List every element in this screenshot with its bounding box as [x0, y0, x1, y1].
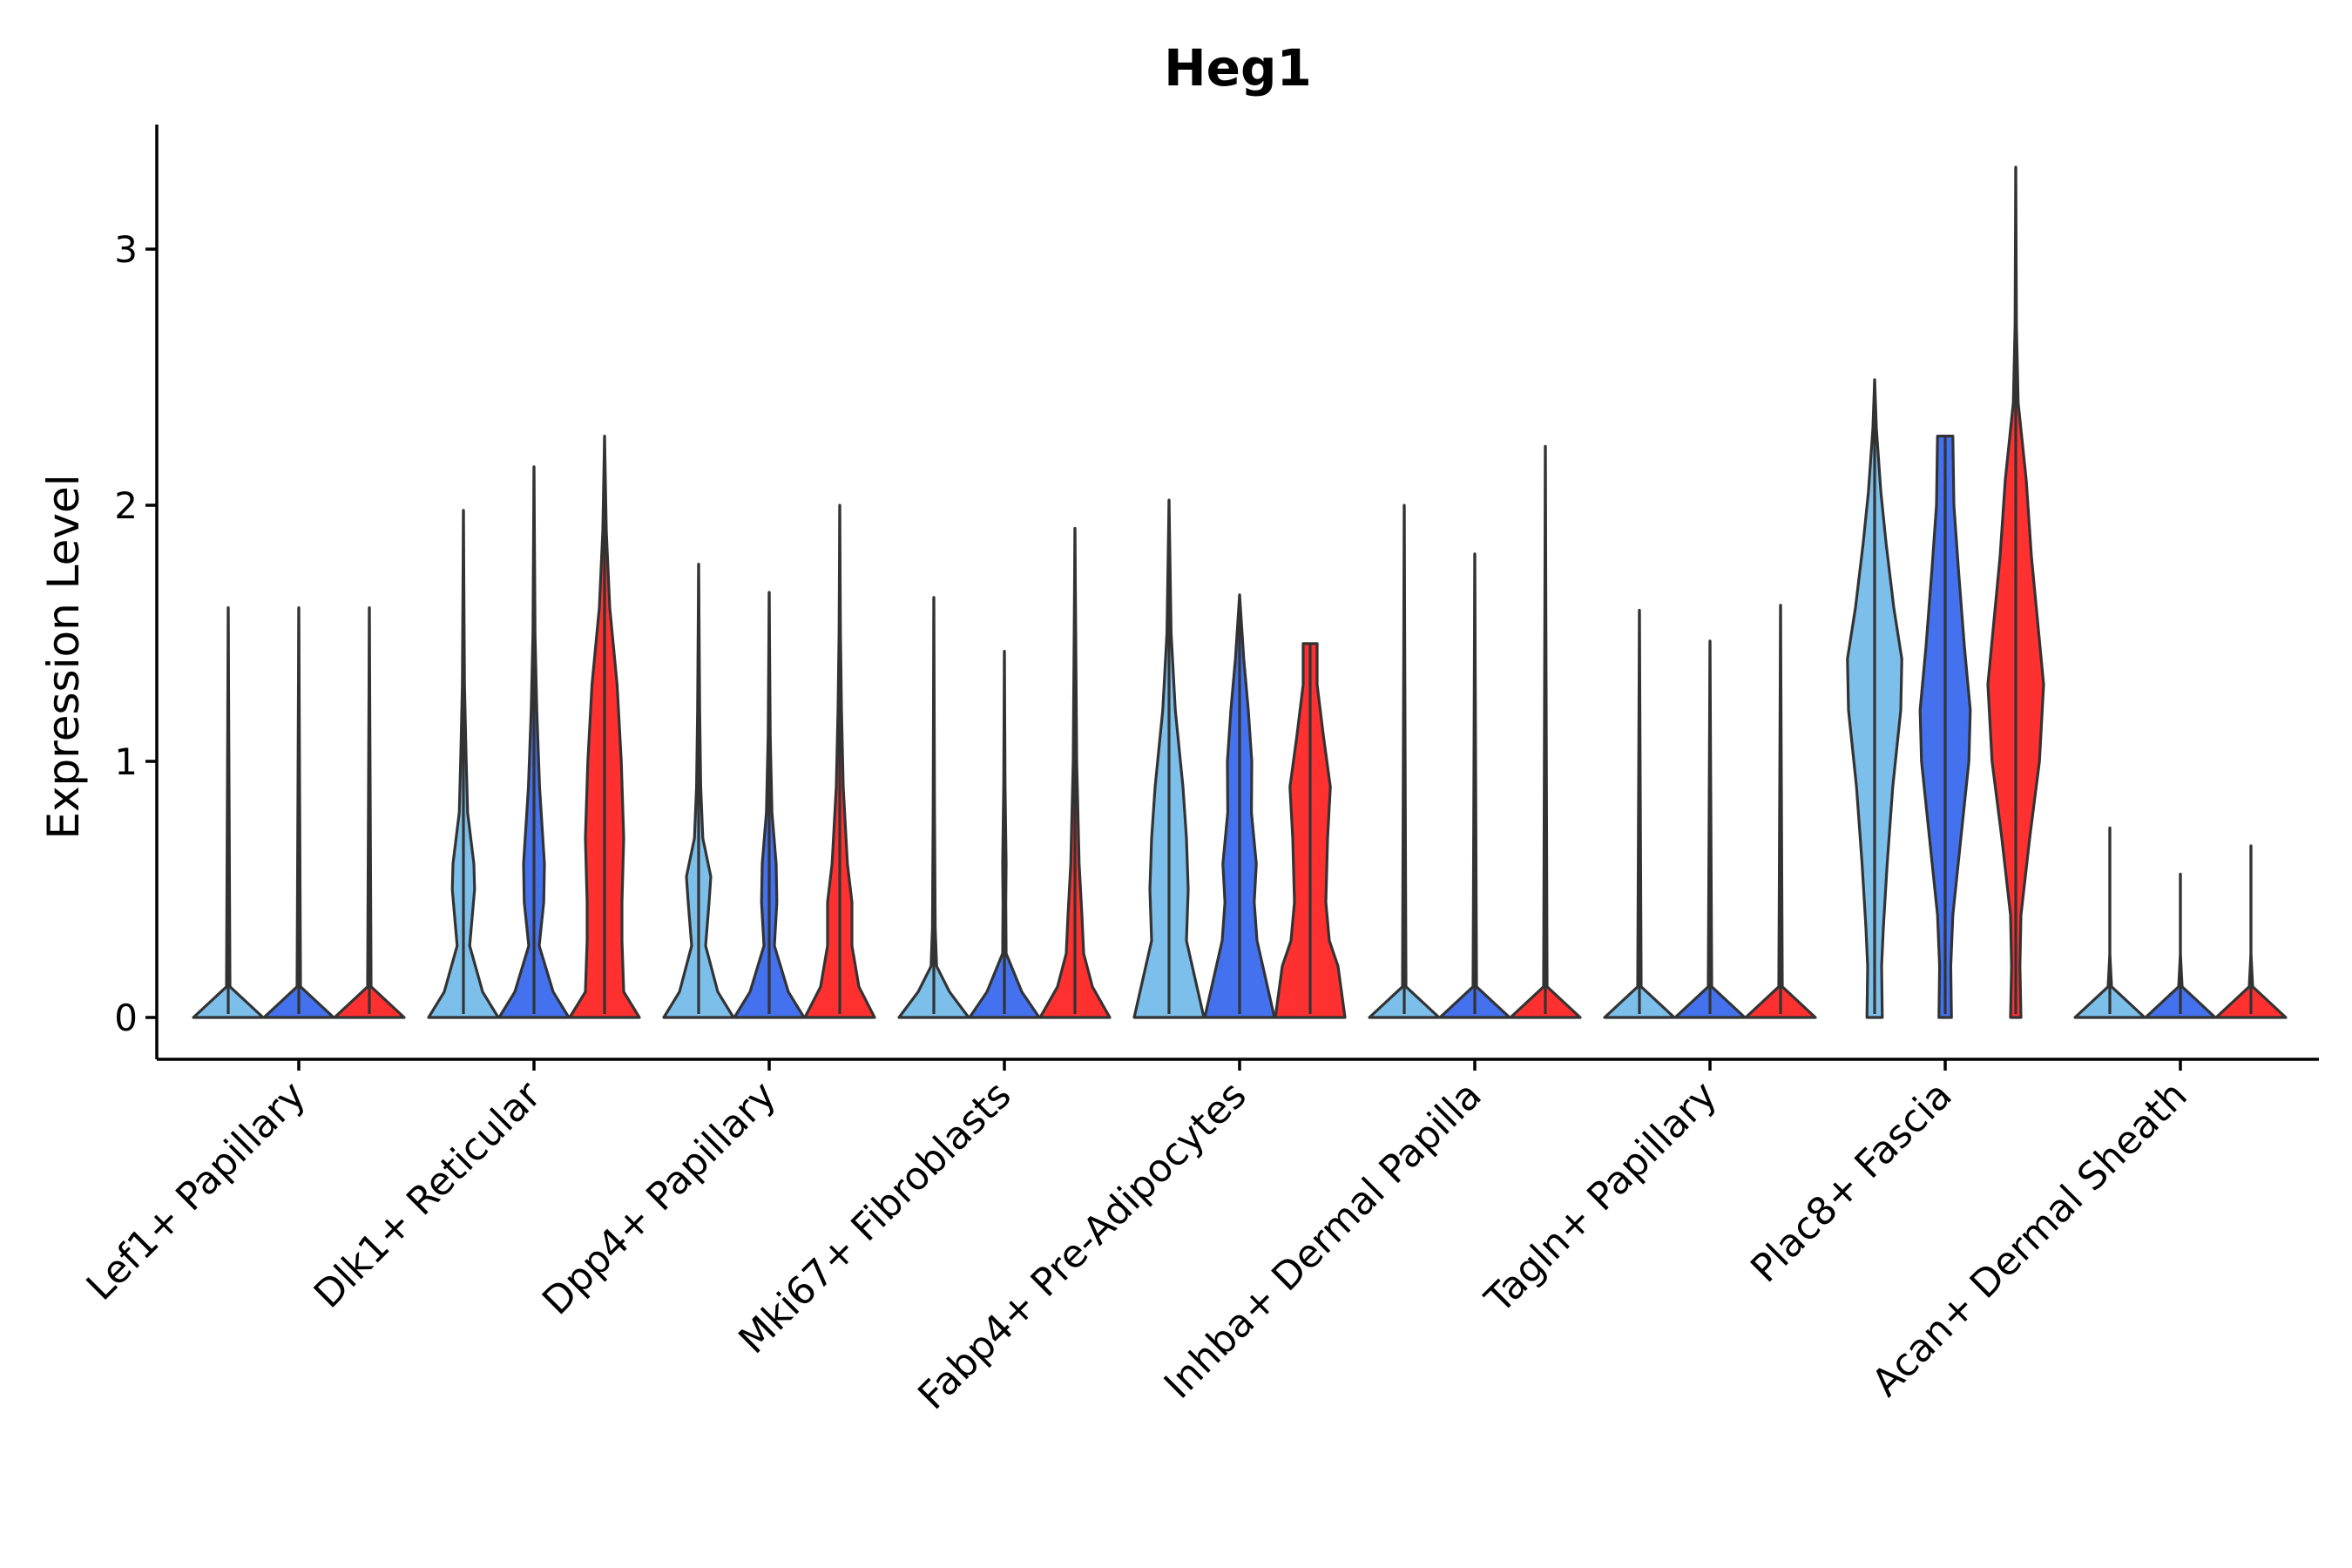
x-tick-label: Plac8+ Fascia [1742, 1073, 1961, 1292]
y-tick-label: 1 [114, 740, 138, 783]
y-tick-label: 3 [114, 228, 138, 271]
y-tick-label: 2 [114, 484, 138, 527]
x-tick-label: Dpp4+ Papillary [534, 1073, 785, 1324]
y-tick-label: 0 [114, 997, 138, 1039]
x-tick-label: Lef1+ Papillary [78, 1073, 314, 1309]
y-axis-label: Expression Level [38, 474, 89, 839]
x-tick-label: Tagln+ Papillary [1477, 1073, 1726, 1322]
chart-title: Heg1 [1164, 38, 1312, 98]
x-tick-label: Dlk1+ Reticular [306, 1072, 551, 1317]
